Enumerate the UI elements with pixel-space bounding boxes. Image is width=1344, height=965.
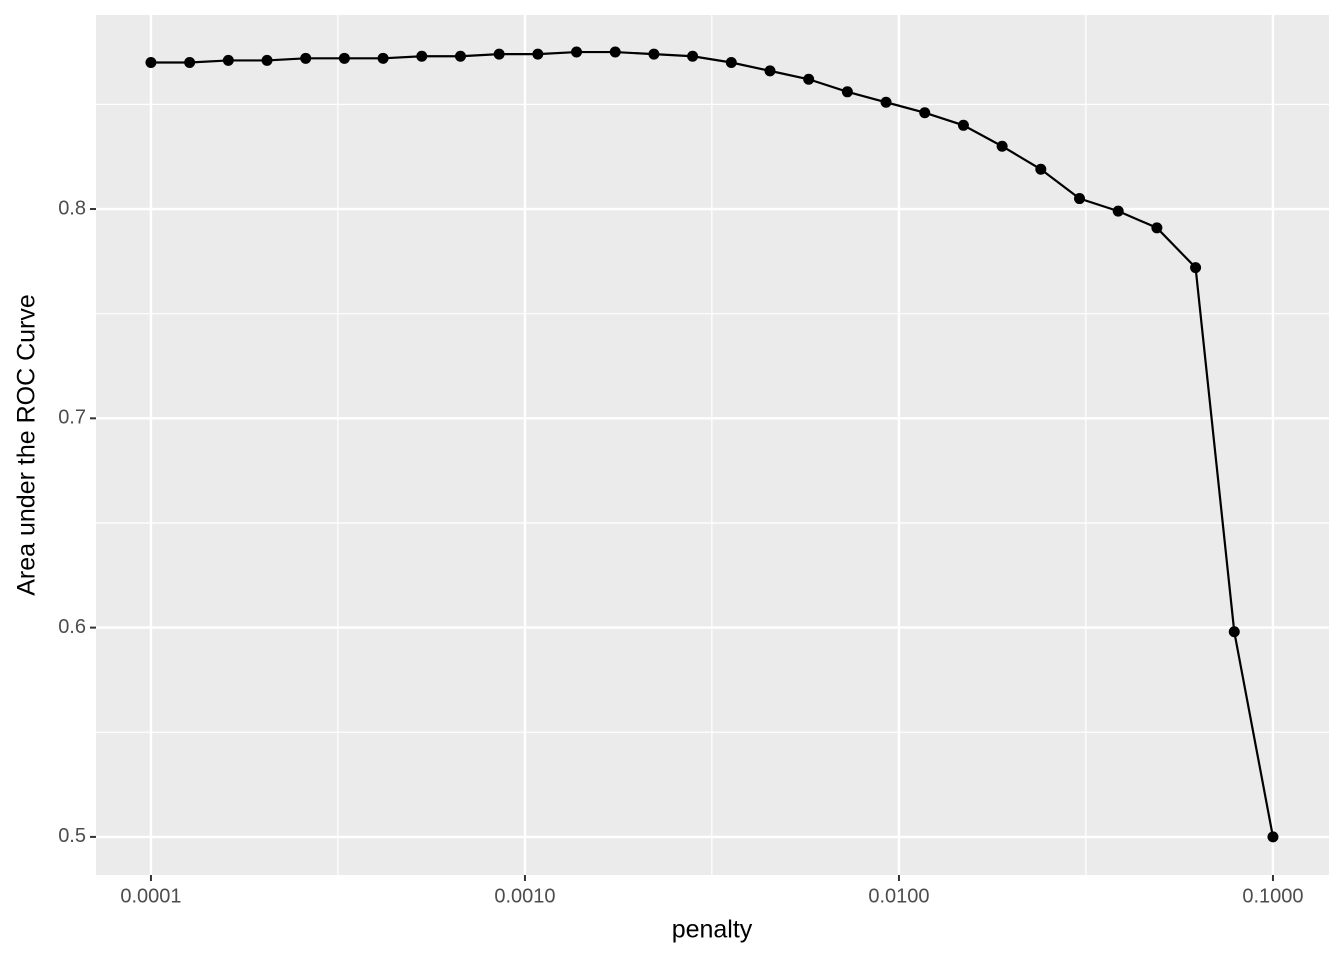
y-tick-label: 0.5 bbox=[58, 825, 86, 847]
point bbox=[764, 65, 776, 77]
point bbox=[416, 50, 428, 62]
point bbox=[841, 86, 853, 98]
point bbox=[919, 107, 931, 119]
point bbox=[957, 119, 969, 131]
point bbox=[493, 48, 505, 60]
point bbox=[454, 50, 466, 62]
panel bbox=[96, 15, 1329, 875]
point bbox=[184, 57, 196, 69]
point bbox=[1035, 163, 1047, 175]
point bbox=[687, 50, 699, 62]
point bbox=[532, 48, 544, 60]
x-tick-label: 0.0100 bbox=[868, 885, 929, 907]
y-tick-label: 0.8 bbox=[58, 197, 86, 219]
point bbox=[725, 57, 737, 69]
y-axis-title: Area under the ROC Curve bbox=[13, 294, 41, 596]
point bbox=[648, 48, 660, 60]
point bbox=[145, 57, 157, 69]
point bbox=[1074, 193, 1086, 205]
point bbox=[1151, 222, 1163, 234]
y-tick-label: 0.6 bbox=[58, 616, 86, 638]
point bbox=[377, 52, 389, 64]
point bbox=[1228, 626, 1240, 638]
point bbox=[1112, 205, 1124, 217]
point bbox=[1190, 262, 1202, 274]
line bbox=[150, 50, 1275, 838]
y-tick-label: 0.7 bbox=[58, 407, 86, 429]
x-tick-label: 0.0001 bbox=[120, 885, 181, 907]
point bbox=[803, 73, 815, 85]
x-tick-label: 0.1000 bbox=[1242, 885, 1303, 907]
point bbox=[609, 46, 621, 58]
point bbox=[300, 52, 312, 64]
point bbox=[571, 46, 583, 58]
point bbox=[880, 96, 892, 108]
point bbox=[996, 140, 1008, 152]
x-axis-title: penalty bbox=[672, 916, 753, 944]
point bbox=[338, 52, 350, 64]
point bbox=[1267, 831, 1279, 843]
point bbox=[222, 54, 234, 66]
x-tick-label: 0.0010 bbox=[494, 885, 555, 907]
point bbox=[261, 54, 273, 66]
